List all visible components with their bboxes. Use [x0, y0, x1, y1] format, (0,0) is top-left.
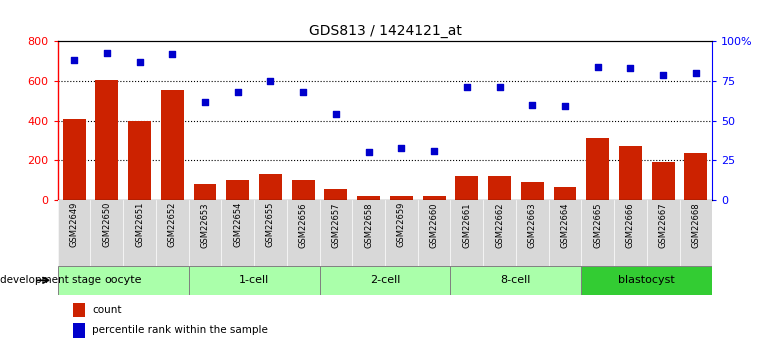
Text: GSM22653: GSM22653: [200, 202, 209, 248]
Bar: [488, 176, 511, 200]
Point: [460, 85, 473, 90]
Point: [264, 78, 276, 84]
Bar: [619, 146, 642, 200]
Point: [232, 89, 244, 95]
Bar: [58, 266, 189, 295]
Text: GSM22664: GSM22664: [561, 202, 570, 248]
Point: [657, 72, 669, 78]
Point: [690, 70, 702, 76]
Text: GSM22657: GSM22657: [331, 202, 340, 248]
Bar: [324, 189, 347, 200]
Text: GSM22649: GSM22649: [69, 202, 79, 247]
Bar: [651, 162, 675, 200]
Point: [428, 148, 440, 154]
Text: GSM22663: GSM22663: [527, 202, 537, 248]
Text: GSM22652: GSM22652: [168, 202, 177, 247]
Text: GSM22651: GSM22651: [135, 202, 144, 247]
Text: development stage: development stage: [0, 275, 101, 285]
Text: GSM22668: GSM22668: [691, 202, 701, 248]
Point: [166, 51, 179, 57]
Bar: [128, 121, 151, 200]
Text: 8-cell: 8-cell: [500, 275, 531, 285]
Text: count: count: [92, 305, 122, 315]
Point: [624, 66, 637, 71]
Text: oocyte: oocyte: [105, 275, 142, 285]
Text: GSM22667: GSM22667: [658, 202, 668, 248]
Text: GSM22656: GSM22656: [299, 202, 308, 248]
Point: [526, 102, 538, 108]
Text: GSM22658: GSM22658: [364, 202, 373, 248]
Text: 2-cell: 2-cell: [370, 275, 400, 285]
Point: [133, 59, 146, 65]
Text: GSM22661: GSM22661: [462, 202, 471, 248]
Bar: [259, 174, 282, 200]
Bar: [292, 180, 315, 200]
Text: percentile rank within the sample: percentile rank within the sample: [92, 325, 268, 335]
Point: [559, 104, 571, 109]
Text: GSM22666: GSM22666: [626, 202, 635, 248]
Bar: [357, 196, 380, 200]
Bar: [390, 196, 413, 200]
Bar: [73, 303, 85, 317]
Bar: [554, 187, 577, 200]
Point: [68, 58, 80, 63]
Bar: [685, 154, 708, 200]
Point: [101, 50, 113, 55]
Text: 1-cell: 1-cell: [239, 275, 270, 285]
Bar: [189, 266, 320, 295]
Bar: [586, 138, 609, 200]
Point: [297, 89, 310, 95]
Text: GSM22650: GSM22650: [102, 202, 112, 247]
Point: [363, 150, 375, 155]
Bar: [423, 196, 446, 200]
Bar: [161, 90, 184, 200]
Point: [330, 112, 342, 117]
Bar: [521, 182, 544, 200]
Text: GSM22665: GSM22665: [593, 202, 602, 248]
Text: GSM22659: GSM22659: [397, 202, 406, 247]
Bar: [73, 323, 85, 338]
Point: [494, 85, 506, 90]
Point: [395, 145, 407, 150]
Bar: [450, 266, 581, 295]
Text: GSM22655: GSM22655: [266, 202, 275, 247]
Point: [199, 99, 211, 105]
Point: [591, 64, 604, 70]
Bar: [62, 119, 85, 200]
Bar: [193, 184, 216, 200]
Bar: [455, 176, 478, 200]
Bar: [320, 266, 450, 295]
Title: GDS813 / 1424121_at: GDS813 / 1424121_at: [309, 23, 461, 38]
Text: GSM22654: GSM22654: [233, 202, 243, 247]
Bar: [226, 180, 249, 200]
Text: GSM22662: GSM22662: [495, 202, 504, 248]
Text: GSM22660: GSM22660: [430, 202, 439, 248]
Bar: [581, 266, 712, 295]
Bar: [95, 80, 119, 200]
Text: blastocyst: blastocyst: [618, 275, 675, 285]
